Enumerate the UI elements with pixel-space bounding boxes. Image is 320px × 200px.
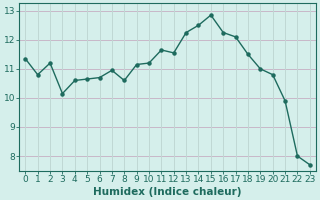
X-axis label: Humidex (Indice chaleur): Humidex (Indice chaleur)	[93, 187, 242, 197]
